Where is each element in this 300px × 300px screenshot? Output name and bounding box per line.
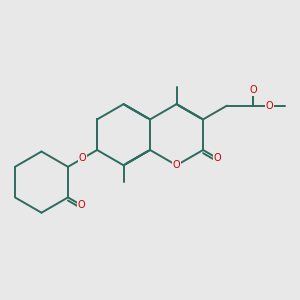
Text: O: O xyxy=(249,85,257,95)
Text: O: O xyxy=(79,153,86,164)
Text: O: O xyxy=(214,153,221,164)
Text: O: O xyxy=(266,101,274,111)
Text: O: O xyxy=(173,160,180,170)
Text: O: O xyxy=(78,200,85,210)
